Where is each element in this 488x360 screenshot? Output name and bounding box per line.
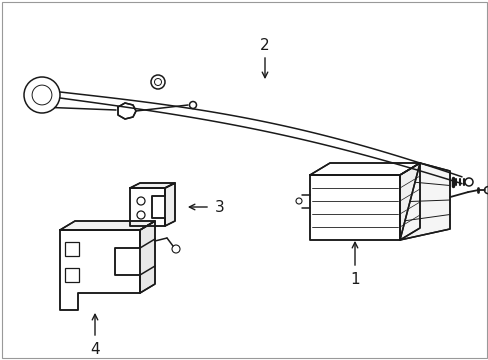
Polygon shape <box>130 183 175 188</box>
Text: 4: 4 <box>90 342 100 357</box>
Polygon shape <box>60 221 155 230</box>
Polygon shape <box>309 175 399 240</box>
Text: 1: 1 <box>349 273 359 288</box>
Text: 2: 2 <box>260 37 269 53</box>
Bar <box>65 242 79 256</box>
Polygon shape <box>164 183 175 226</box>
Polygon shape <box>399 163 449 240</box>
Text: 3: 3 <box>215 199 224 215</box>
Bar <box>65 268 79 282</box>
Polygon shape <box>130 188 164 226</box>
Polygon shape <box>140 221 155 293</box>
Polygon shape <box>309 163 419 175</box>
Polygon shape <box>399 163 419 240</box>
Polygon shape <box>60 230 140 310</box>
Polygon shape <box>118 103 136 119</box>
